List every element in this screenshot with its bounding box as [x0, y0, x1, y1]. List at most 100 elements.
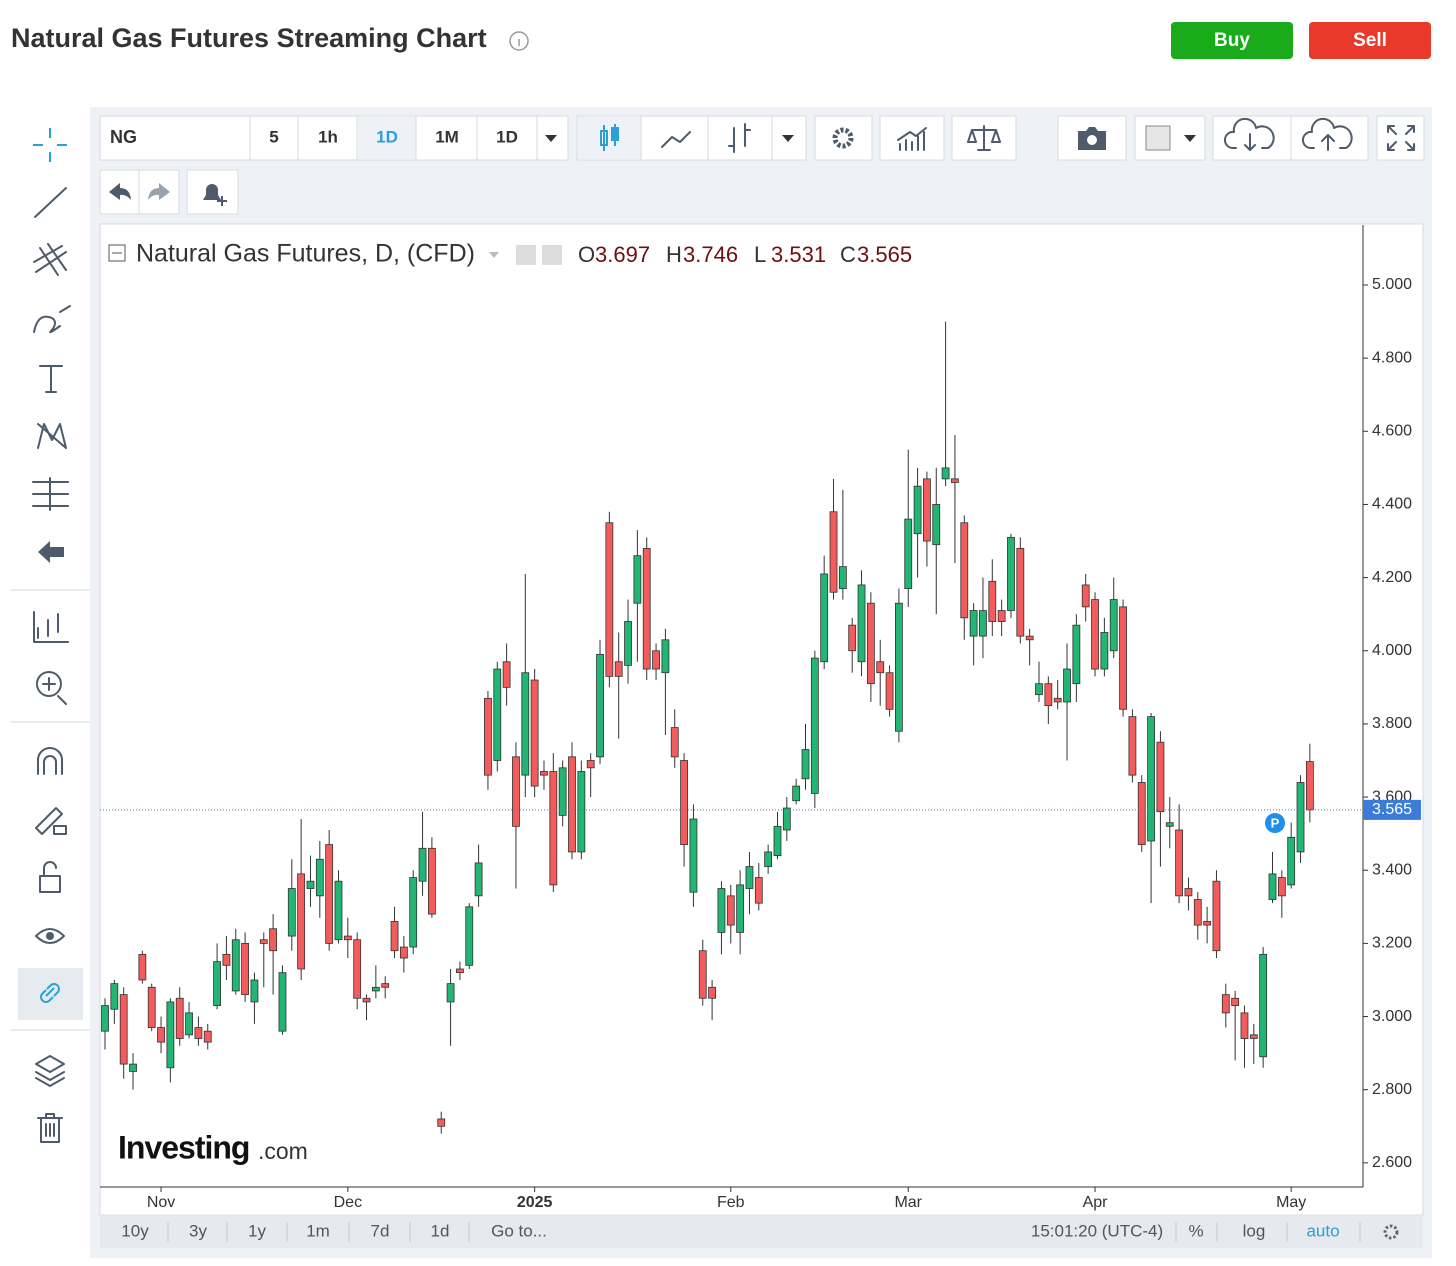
eye-pupil	[46, 932, 54, 940]
gear-icon	[832, 127, 854, 149]
candle-body	[736, 884, 745, 933]
candle-body	[1249, 1034, 1258, 1039]
candle-body	[633, 555, 642, 604]
cloud-download-icon[interactable]	[1223, 117, 1275, 151]
candle-body	[474, 862, 483, 897]
range-button[interactable]: 10y	[121, 1221, 149, 1240]
candle-body	[371, 986, 380, 992]
interval-button[interactable]: 5	[269, 127, 278, 146]
candle-body	[1147, 716, 1155, 842]
candle-body	[1063, 668, 1071, 703]
range-button[interactable]: 3y	[189, 1221, 207, 1240]
symbol-input[interactable]: NG	[110, 127, 137, 147]
dropdown[interactable]	[1184, 135, 1196, 142]
candle-body	[792, 785, 801, 802]
dropdown[interactable]	[782, 135, 794, 142]
text-tool[interactable]	[39, 365, 63, 393]
prediction-tool[interactable]	[32, 477, 69, 511]
candle-body	[1184, 888, 1193, 897]
candle-body	[502, 661, 511, 688]
candle-body	[409, 877, 418, 948]
unlock-tool[interactable]	[39, 861, 61, 893]
candle-body	[278, 972, 287, 1032]
delete-tool[interactable]	[37, 1113, 63, 1143]
link-tool[interactable]	[40, 983, 60, 1003]
candle-body	[437, 1118, 446, 1127]
visibility-tool[interactable]	[35, 928, 65, 944]
range-button[interactable]: 1m	[306, 1221, 330, 1240]
magnet-tool[interactable]	[37, 747, 63, 775]
candle-icon[interactable]	[600, 124, 619, 151]
bell-icon	[203, 184, 221, 200]
undo-icon[interactable]	[109, 183, 131, 200]
auto-toggle[interactable]: auto	[1306, 1221, 1339, 1240]
crosshair-tool[interactable]	[33, 128, 67, 162]
sell-button[interactable]	[1309, 22, 1431, 59]
lock-draw-tool[interactable]	[35, 807, 67, 835]
percent-toggle[interactable]: %	[1188, 1221, 1203, 1240]
measure-tool[interactable]	[33, 611, 69, 643]
candle-body	[614, 661, 623, 677]
settings-button[interactable]	[814, 115, 873, 161]
event-marker[interactable]	[1265, 813, 1285, 833]
fullscreen-button[interactable]	[1376, 115, 1425, 161]
line-tool[interactable]	[34, 187, 67, 218]
candle-body	[157, 1027, 165, 1043]
candle-body	[456, 968, 464, 974]
interval-button[interactable]: 1h	[318, 127, 338, 146]
range-button[interactable]: 1d	[431, 1221, 450, 1240]
watermark-suffix: .com	[258, 1138, 308, 1164]
candle-body	[829, 511, 838, 593]
interval-group	[99, 115, 569, 161]
candle-body	[1268, 873, 1277, 900]
series-settings[interactable]	[542, 245, 562, 265]
candle-body	[1100, 632, 1109, 670]
candle-body	[923, 478, 931, 542]
scale-icon	[967, 125, 1001, 151]
interval-button[interactable]: 1D	[376, 127, 398, 146]
candle-body	[250, 979, 259, 1003]
footer-settings[interactable]	[1383, 1224, 1399, 1240]
pattern-tool[interactable]	[37, 423, 67, 449]
log-toggle[interactable]: log	[1243, 1221, 1266, 1240]
zoom-tool[interactable]	[35, 671, 67, 705]
layers-tool[interactable]	[35, 1055, 65, 1087]
line-icon[interactable]	[661, 131, 691, 148]
interval-button[interactable]: 1D	[496, 127, 518, 146]
x-tick-label: Mar	[894, 1194, 922, 1211]
cloud-upload-icon[interactable]	[1301, 117, 1353, 151]
y-tick-label: 3.400	[1372, 861, 1412, 878]
ohlc-label: C	[840, 242, 856, 267]
visibility-toggle[interactable]	[516, 245, 536, 265]
redo-icon[interactable]	[148, 183, 170, 200]
brush-tool[interactable]	[33, 305, 71, 334]
range-button[interactable]: 7d	[371, 1221, 390, 1240]
candle-body	[1035, 683, 1043, 696]
candle-body	[138, 953, 147, 981]
x-tick-label: Apr	[1083, 1194, 1109, 1211]
candle-body	[147, 986, 156, 1028]
candle-body	[297, 873, 306, 970]
clock: 15:01:20 (UTC-4)	[1031, 1221, 1163, 1240]
back-tool[interactable]	[38, 541, 64, 563]
range-button[interactable]: 1y	[248, 1221, 266, 1240]
candle-body	[1277, 877, 1286, 897]
buy-button[interactable]	[1171, 22, 1293, 59]
interval-button[interactable]: 1M	[435, 127, 459, 146]
ohlc-value: 3.531	[771, 242, 826, 267]
candle-body	[399, 946, 408, 959]
indicators-button[interactable]	[879, 115, 945, 161]
bar-icon[interactable]	[728, 123, 751, 153]
candle-body	[185, 1012, 193, 1036]
candle-body	[1081, 584, 1090, 608]
candle-body	[979, 610, 987, 637]
candle-body	[1203, 921, 1212, 926]
candle-body	[287, 888, 296, 937]
dropdown[interactable]	[545, 135, 557, 142]
collapse-button[interactable]	[108, 244, 126, 262]
goto-button[interactable]: Go to...	[491, 1221, 547, 1240]
info-icon[interactable]	[509, 31, 529, 51]
legend-dropdown[interactable]	[489, 252, 499, 258]
fib-tool[interactable]	[33, 243, 67, 276]
candle-body	[427, 847, 436, 915]
